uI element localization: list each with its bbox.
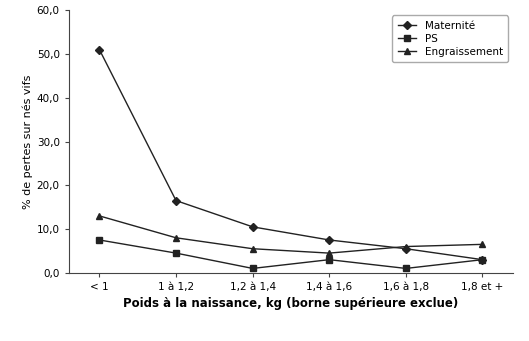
PS xyxy=(326,258,332,262)
Line: PS: PS xyxy=(96,237,486,271)
Engraissement xyxy=(250,247,256,251)
Maternité xyxy=(326,238,332,242)
Engraissement xyxy=(96,214,103,218)
Line: Maternité: Maternité xyxy=(96,46,486,263)
Maternité xyxy=(96,47,103,51)
Engraissement xyxy=(326,251,332,255)
Engraissement xyxy=(403,244,409,249)
PS xyxy=(96,238,103,242)
PS xyxy=(479,258,486,262)
Line: Engraissement: Engraissement xyxy=(96,213,486,256)
Engraissement xyxy=(479,242,486,247)
Y-axis label: % de pertes sur nés vifs: % de pertes sur nés vifs xyxy=(22,74,33,209)
Maternité xyxy=(479,258,486,262)
Maternité xyxy=(173,198,179,203)
PS xyxy=(403,266,409,270)
Maternité xyxy=(250,225,256,229)
Engraissement xyxy=(173,236,179,240)
PS xyxy=(250,266,256,270)
Legend: Maternité, PS, Engraissement: Maternité, PS, Engraissement xyxy=(393,15,508,62)
Maternité xyxy=(403,247,409,251)
PS xyxy=(173,251,179,255)
X-axis label: Poids à la naissance, kg (borne supérieure exclue): Poids à la naissance, kg (borne supérieu… xyxy=(123,297,459,310)
